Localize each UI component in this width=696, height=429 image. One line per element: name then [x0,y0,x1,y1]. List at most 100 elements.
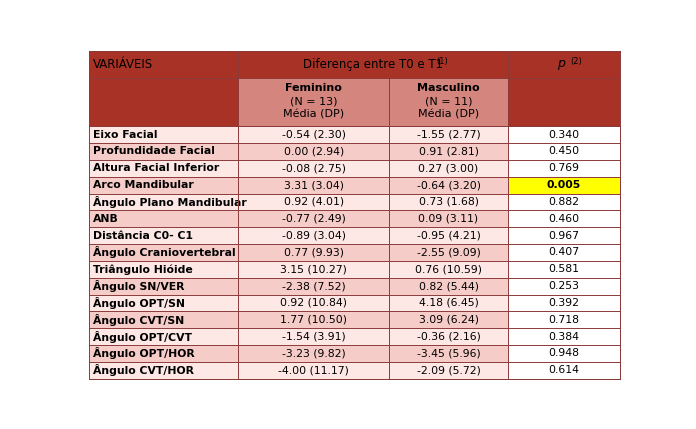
Text: (2): (2) [570,57,582,66]
FancyBboxPatch shape [88,160,620,177]
Text: 0.392: 0.392 [548,298,580,308]
Text: 0.76 (10.59): 0.76 (10.59) [415,264,482,274]
Text: Ângulo CVT/SN: Ângulo CVT/SN [93,314,184,326]
Text: 0.27 (3.00): 0.27 (3.00) [418,163,479,173]
Text: -1.54 (3.91): -1.54 (3.91) [282,332,345,341]
Text: -3.45 (5.96): -3.45 (5.96) [417,348,480,359]
Text: -3.23 (9.82): -3.23 (9.82) [282,348,345,359]
Text: $p$: $p$ [557,58,567,72]
Text: 0.718: 0.718 [548,315,580,325]
FancyBboxPatch shape [88,193,620,210]
Text: Ângulo CVT/HOR: Ângulo CVT/HOR [93,364,194,376]
Text: 0.450: 0.450 [548,146,580,157]
Text: Feminino: Feminino [285,82,342,93]
Text: Distância C0- C1: Distância C0- C1 [93,231,193,241]
Text: (1): (1) [436,57,448,66]
FancyBboxPatch shape [88,51,620,79]
Text: Arco Mandibular: Arco Mandibular [93,180,194,190]
FancyBboxPatch shape [88,261,620,278]
Text: -0.54 (2.30): -0.54 (2.30) [282,130,346,139]
Text: 0.82 (5.44): 0.82 (5.44) [418,281,479,291]
FancyBboxPatch shape [88,345,620,362]
Text: -0.89 (3.04): -0.89 (3.04) [282,231,346,241]
FancyBboxPatch shape [508,295,620,311]
Text: 0.948: 0.948 [548,348,580,359]
FancyBboxPatch shape [508,244,620,261]
Text: -2.09 (5.72): -2.09 (5.72) [417,366,480,375]
Text: Diferença entre T0 e T1: Diferença entre T0 e T1 [303,58,443,72]
Text: 0.77 (9.93): 0.77 (9.93) [284,248,344,257]
Text: 0.09 (3.11): 0.09 (3.11) [418,214,479,224]
FancyBboxPatch shape [508,126,620,143]
Text: 3.15 (10.27): 3.15 (10.27) [280,264,347,274]
Text: 0.967: 0.967 [548,231,580,241]
FancyBboxPatch shape [88,79,238,126]
Text: -2.38 (7.52): -2.38 (7.52) [282,281,345,291]
Text: Ângulo SN/VER: Ângulo SN/VER [93,280,184,292]
FancyBboxPatch shape [508,143,620,160]
FancyBboxPatch shape [508,79,620,126]
Text: 0.407: 0.407 [548,248,580,257]
FancyBboxPatch shape [88,244,620,261]
FancyBboxPatch shape [88,311,620,328]
Text: -0.95 (4.21): -0.95 (4.21) [417,231,480,241]
Text: 0.460: 0.460 [548,214,580,224]
FancyBboxPatch shape [508,227,620,244]
Text: 0.253: 0.253 [548,281,580,291]
Text: -4.00 (11.17): -4.00 (11.17) [278,366,349,375]
Text: -2.55 (9.09): -2.55 (9.09) [417,248,480,257]
FancyBboxPatch shape [508,345,620,362]
FancyBboxPatch shape [88,210,620,227]
Text: 0.005: 0.005 [547,180,581,190]
Text: -0.77 (2.49): -0.77 (2.49) [282,214,346,224]
Text: Média (DP): Média (DP) [418,110,479,120]
Text: 0.614: 0.614 [548,366,580,375]
Text: 0.769: 0.769 [548,163,580,173]
FancyBboxPatch shape [508,278,620,295]
Text: 0.92 (4.01): 0.92 (4.01) [284,197,344,207]
Text: Ângulo OPT/CVT: Ângulo OPT/CVT [93,331,192,343]
Text: Masculino: Masculino [417,82,480,93]
Text: (N = 13): (N = 13) [290,96,338,106]
FancyBboxPatch shape [88,278,620,295]
Text: -1.55 (2.77): -1.55 (2.77) [417,130,480,139]
Text: 0.91 (2.81): 0.91 (2.81) [418,146,479,157]
FancyBboxPatch shape [508,177,620,193]
Text: 0.340: 0.340 [548,130,580,139]
Text: Triângulo Hióide: Triângulo Hióide [93,264,193,275]
FancyBboxPatch shape [88,177,620,193]
Text: 3.31 (3.04): 3.31 (3.04) [284,180,344,190]
Text: 0.73 (1.68): 0.73 (1.68) [418,197,479,207]
Text: 0.882: 0.882 [548,197,580,207]
FancyBboxPatch shape [238,79,508,126]
Text: 4.18 (6.45): 4.18 (6.45) [418,298,478,308]
Text: 0.384: 0.384 [548,332,580,341]
Text: -0.36 (2.16): -0.36 (2.16) [417,332,480,341]
Text: Ângulo Plano Mandibular: Ângulo Plano Mandibular [93,196,247,208]
Text: Ângulo OPT/HOR: Ângulo OPT/HOR [93,347,195,360]
Text: 0.581: 0.581 [548,264,580,274]
FancyBboxPatch shape [88,227,620,244]
FancyBboxPatch shape [508,261,620,278]
Text: 0.00 (2.94): 0.00 (2.94) [283,146,344,157]
Text: Média (DP): Média (DP) [283,110,345,120]
Text: 1.77 (10.50): 1.77 (10.50) [280,315,347,325]
Text: Ângulo OPT/SN: Ângulo OPT/SN [93,297,185,309]
Text: Ângulo Craniovertebral: Ângulo Craniovertebral [93,246,236,258]
Text: (N = 11): (N = 11) [425,96,473,106]
Text: 0.92 (10.84): 0.92 (10.84) [280,298,347,308]
Text: -0.64 (3.20): -0.64 (3.20) [416,180,480,190]
FancyBboxPatch shape [88,126,620,143]
FancyBboxPatch shape [508,328,620,345]
FancyBboxPatch shape [508,193,620,210]
FancyBboxPatch shape [88,295,620,311]
Text: -0.08 (2.75): -0.08 (2.75) [282,163,346,173]
FancyBboxPatch shape [88,328,620,345]
Text: Profundidade Facial: Profundidade Facial [93,146,215,157]
Text: Altura Facial Inferior: Altura Facial Inferior [93,163,219,173]
FancyBboxPatch shape [508,177,620,193]
Text: Eixo Facial: Eixo Facial [93,130,158,139]
Text: VARIÁVEIS: VARIÁVEIS [93,58,153,72]
FancyBboxPatch shape [508,311,620,328]
FancyBboxPatch shape [508,362,620,379]
